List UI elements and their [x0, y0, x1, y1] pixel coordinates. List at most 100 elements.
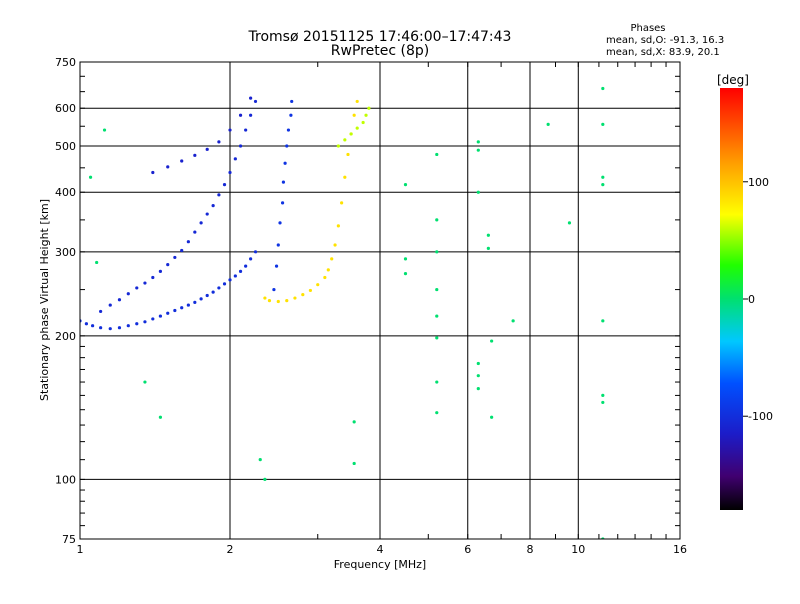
echo-point [601, 175, 605, 179]
echo-point [352, 420, 356, 424]
colorbar-label: [deg] [717, 73, 749, 87]
echo-point [249, 257, 253, 261]
echo-point [217, 193, 221, 197]
echo-point [285, 144, 289, 148]
echo-point [301, 293, 305, 297]
echo-point [355, 126, 359, 130]
echo-point [205, 147, 209, 151]
y-tick-label: 300 [55, 246, 76, 259]
echo-point [435, 411, 439, 415]
echo-point [316, 283, 320, 287]
echo-point [180, 248, 184, 253]
echo-point [135, 322, 139, 326]
echo-point [95, 260, 99, 265]
echo-point [244, 264, 248, 268]
echo-point [435, 218, 439, 222]
echo-point [355, 99, 359, 104]
echo-point [151, 170, 155, 175]
echo-point [135, 286, 139, 290]
echo-point [267, 299, 272, 303]
echo-point [117, 326, 122, 330]
echo-point [285, 299, 289, 303]
echo-point [238, 113, 243, 117]
echo-point [349, 132, 353, 136]
echo-point [263, 296, 267, 300]
echo-point [323, 275, 327, 280]
echo-point [126, 292, 130, 296]
colorbar-tick-label: 100 [748, 176, 769, 189]
y-tick-label: 100 [55, 473, 76, 486]
echo-point [289, 113, 293, 117]
stats-o-mode: mean, sd,O: -91.3, 16.3 [606, 35, 724, 46]
y-tick-label: 600 [55, 102, 76, 115]
echo-point [272, 287, 276, 292]
echo-point [476, 140, 480, 144]
y-tick-label: 75 [62, 533, 76, 546]
echo-point [352, 113, 356, 117]
x-tick-label: 2 [227, 543, 234, 556]
echo-point [166, 263, 170, 267]
echo-point [233, 157, 237, 161]
y-tick-label: 200 [55, 330, 76, 343]
echo-point [403, 257, 408, 261]
echo-point [601, 319, 605, 323]
echo-point [166, 165, 170, 169]
echo-point [601, 122, 605, 126]
x-tick-label: 1 [77, 543, 84, 556]
echo-point [211, 203, 215, 208]
echo-point [151, 275, 155, 280]
echo-point [290, 99, 294, 104]
echo-point [435, 287, 439, 292]
echo-point [283, 161, 287, 165]
echo-point [143, 281, 147, 285]
echo-point [205, 212, 209, 216]
echo-point [486, 233, 490, 237]
echo-point [281, 180, 286, 184]
echo-point [173, 308, 177, 313]
y-axis-label: Stationary phase Virtual Height [km] [38, 199, 51, 401]
echo-point [249, 113, 253, 117]
echo-point [343, 175, 347, 179]
echo-point [238, 144, 243, 148]
y-tick-label: 400 [55, 186, 76, 199]
y-tick-label: 500 [55, 140, 76, 153]
echo-point [601, 182, 605, 187]
echo-point [222, 182, 227, 187]
echo-point [601, 393, 605, 398]
echo-point [193, 300, 197, 305]
echo-point [158, 314, 163, 318]
echo-point [367, 106, 371, 110]
echo-point [126, 324, 130, 328]
echo-point [601, 86, 605, 91]
echo-point [199, 221, 203, 225]
echo-point [336, 144, 340, 148]
echo-point [340, 201, 344, 205]
echo-point [186, 240, 190, 244]
x-tick-label: 4 [377, 543, 384, 556]
echo-point [333, 243, 337, 247]
x-tick-label: 8 [527, 543, 534, 556]
echo-point [476, 190, 480, 194]
echo-point [108, 303, 112, 307]
colorbar-ticks: 100 0 -100 [743, 176, 773, 423]
echo-point [346, 152, 350, 157]
echo-point [117, 298, 122, 302]
echo-point [143, 380, 147, 384]
colorbar-tick-label: 0 [748, 293, 755, 306]
echo-point [158, 415, 163, 419]
echo-point [435, 250, 439, 254]
echo-point [253, 250, 258, 254]
x-tick-label: 16 [673, 543, 687, 556]
echo-point [244, 128, 248, 132]
echo-point [228, 128, 232, 132]
echo-point [280, 201, 285, 205]
echo-point [222, 282, 227, 286]
echo-point [567, 221, 572, 225]
echo-point [490, 339, 494, 343]
echo-point [143, 320, 147, 324]
echo-point [258, 458, 262, 462]
echo-point [228, 170, 232, 175]
echo-point [205, 293, 209, 298]
x-tick-label: 10 [571, 543, 585, 556]
